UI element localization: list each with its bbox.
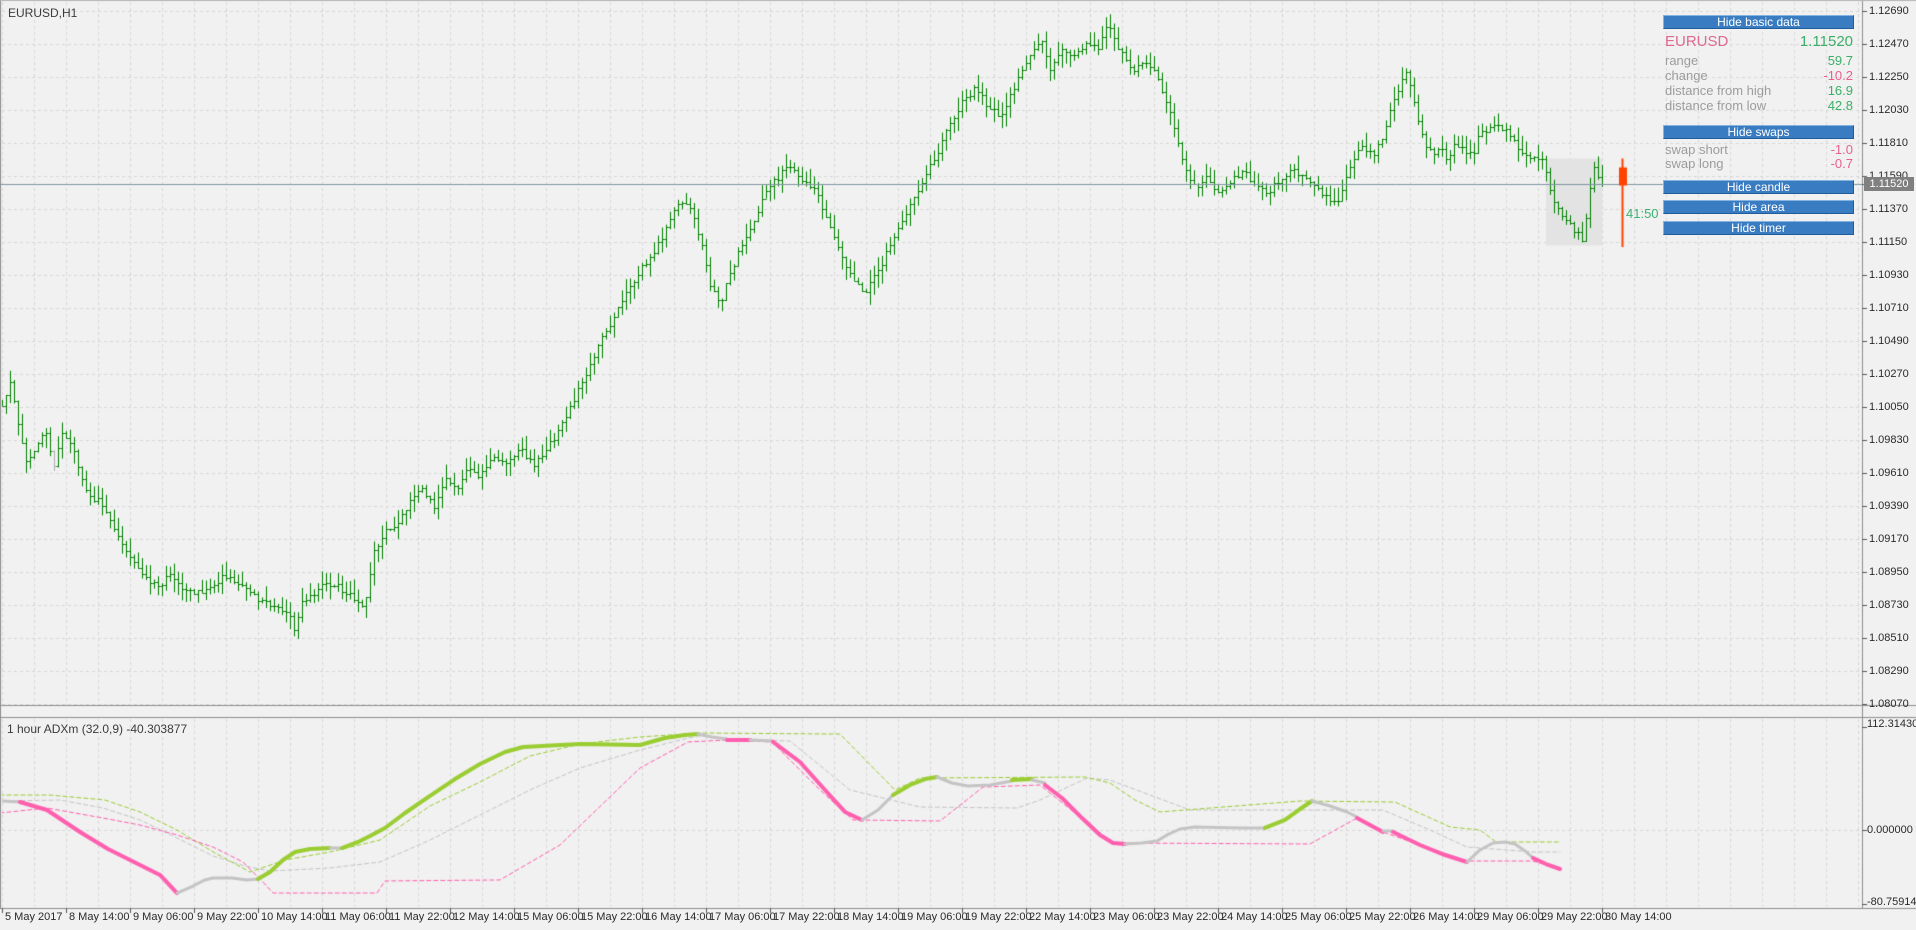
swap-long-row: swap long -0.7 [1665,157,1853,171]
price-axis-label: 1.08730 [1869,598,1909,611]
hide-timer-button[interactable]: Hide timer [1663,221,1854,235]
price-axis-label: 1.10270 [1869,367,1909,380]
time-axis-label: 9 May 06:00 [133,911,194,923]
time-axis-label: 29 May 06:00 [1477,911,1544,923]
time-axis-label: 9 May 22:00 [197,911,258,923]
distance-from-low-label: distance from low [1665,98,1767,113]
hide-area-button[interactable]: Hide area [1663,200,1854,214]
price-axis-label: 1.12030 [1869,103,1909,116]
price-axis-label: 1.12470 [1869,37,1909,50]
price-axis-label: 1.12250 [1869,70,1909,83]
time-axis-label: 17 May 22:00 [773,911,840,923]
price-axis-label: 1.08950 [1869,565,1909,578]
price-axis-label: 1.09170 [1869,532,1909,545]
time-axis-label: 5 May 2017 [5,911,63,923]
time-axis-label: 18 May 14:00 [837,911,904,923]
indicator-axis-zero: 0.000000 [1867,824,1913,836]
price-axis-label: 1.09390 [1869,499,1909,512]
price-axis-label: 1.08510 [1869,631,1909,644]
time-axis-label: 26 May 14:00 [1413,911,1480,923]
time-axis-label: 10 May 14:00 [261,911,328,923]
candle-countdown-timer: 41:50 [1626,206,1659,221]
time-axis-label: 30 May 14:00 [1605,911,1672,923]
distance-from-low-row: distance from low 42.8 [1665,99,1853,113]
swap-long-value: -0.7 [1830,156,1853,171]
distance-from-high-label: distance from high [1665,83,1772,98]
time-axis-label: 12 May 14:00 [453,911,520,923]
time-axis-label: 16 May 14:00 [645,911,712,923]
price-axis-label: 1.12690 [1869,4,1909,17]
change-row: change -10.2 [1665,69,1853,83]
change-value: -10.2 [1823,68,1853,83]
hide-swaps-button[interactable]: Hide swaps [1663,125,1854,139]
indicator-label: 1 hour ADXm (32.0,9) -40.303877 [7,722,188,736]
time-axis-label: 25 May 06:00 [1285,911,1352,923]
hide-basic-data-button[interactable]: Hide basic data [1663,15,1854,29]
symbol-row: EURUSD 1.11520 [1665,33,1853,50]
price-axis-label: 1.08070 [1869,697,1909,710]
time-axis-label: 17 May 06:00 [709,911,776,923]
price-axis-label: 1.10490 [1869,334,1909,347]
hide-candle-button[interactable]: Hide candle [1663,180,1854,194]
price-axis-label: 1.10710 [1869,301,1909,314]
time-axis-label: 24 May 14:00 [1221,911,1288,923]
price-axis-label: 1.11370 [1869,202,1908,215]
swap-short-row: swap short -1.0 [1665,143,1853,157]
symbol-name: EURUSD [1665,33,1729,50]
time-axis-label: 29 May 22:00 [1541,911,1608,923]
time-axis-label: 8 May 14:00 [69,911,130,923]
change-label: change [1665,68,1708,83]
indicator-axis-min: -80.759143 [1867,896,1916,908]
price-axis-label: 1.10930 [1869,268,1909,281]
time-axis-label: 15 May 22:00 [581,911,648,923]
swap-long-label: swap long [1665,156,1724,171]
price-axis-label: 1.09830 [1869,433,1909,446]
swap-short-value: -1.0 [1830,142,1853,157]
distance-from-high-value: 16.9 [1827,83,1853,98]
time-axis-label: 23 May 06:00 [1093,911,1160,923]
distance-from-low-value: 42.8 [1827,98,1853,113]
time-axis-label: 11 May 06:00 [325,911,391,923]
bid-price-value: 1.11520 [1799,33,1853,50]
price-axis-label: 1.09610 [1869,466,1909,479]
indicator-axis-max: 112.314303 [1867,718,1916,730]
symbol-period-label: EURUSD,H1 [8,6,78,20]
distance-from-high-row: distance from high 16.9 [1665,84,1853,98]
price-axis-label: 1.08290 [1869,664,1909,677]
price-axis-label: 1.11810 [1869,136,1908,149]
swap-short-label: swap short [1665,142,1728,157]
range-row: range 59.7 [1665,54,1853,68]
current-price-tag: 1.11520 [1864,177,1914,191]
time-axis-label: 22 May 14:00 [1029,911,1096,923]
range-label: range [1665,53,1699,68]
range-value: 59.7 [1827,53,1853,68]
time-axis-label: 19 May 22:00 [965,911,1032,923]
time-axis-label: 15 May 06:00 [517,911,584,923]
time-axis-label: 23 May 22:00 [1157,911,1224,923]
price-axis-label: 1.10050 [1869,400,1909,413]
price-axis-label: 1.11150 [1869,235,1908,248]
time-axis-label: 19 May 06:00 [901,911,968,923]
time-axis-label: 11 May 22:00 [389,911,455,923]
time-axis-label: 25 May 22:00 [1349,911,1416,923]
